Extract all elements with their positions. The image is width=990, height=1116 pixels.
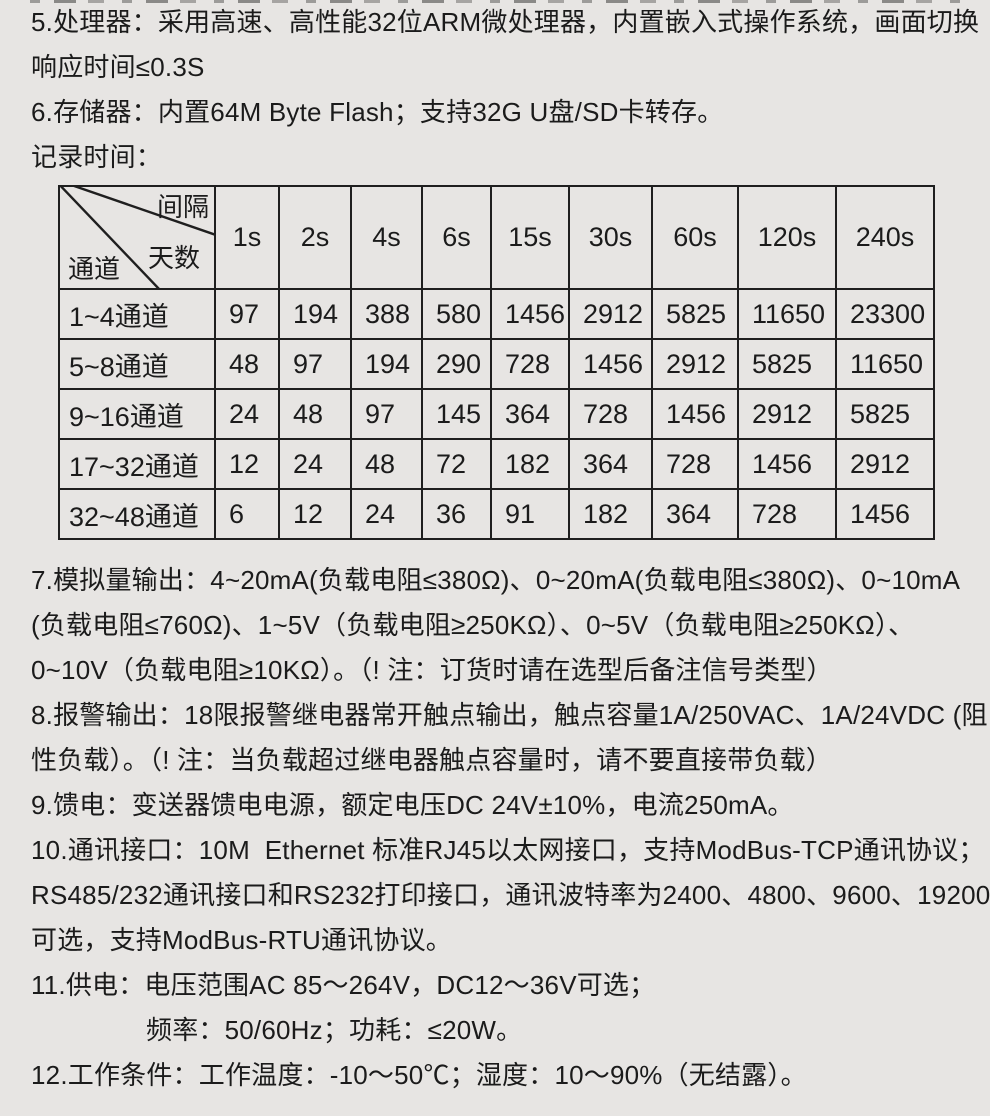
record-days-value: 182 xyxy=(568,488,653,540)
channel-range-label: 32~48通道 xyxy=(58,488,216,540)
table-row: 1~4通道 97 194 388 580 1456 2912 5825 1165… xyxy=(58,288,935,340)
corner-label-channel: 通道 xyxy=(68,254,121,284)
spec-line-working-conditions: 12.工作条件：工作温度：-10～50℃；湿度：10～90%（无结露）。 xyxy=(31,1060,807,1090)
record-days-value: 24 xyxy=(350,488,423,540)
spec-text-bottom: 7.模拟量输出：4~20mA(负载电阻≤380Ω)、0~20mA(负载电阻≤38… xyxy=(31,558,990,1098)
diagonal-divider-lines xyxy=(61,188,213,287)
record-days-value: 728 xyxy=(651,438,739,490)
spec-line-storage: 6.存储器：内置64M Byte Flash；支持32G U盘/SD卡转存。 xyxy=(31,97,724,127)
record-days-value: 194 xyxy=(278,288,352,340)
interval-column-header: 30s xyxy=(568,185,653,290)
table-row: 5~8通道 48 97 194 290 728 1456 2912 5825 1… xyxy=(58,338,935,390)
table-row: 9~16通道 24 48 97 145 364 728 1456 2912 58… xyxy=(58,388,935,440)
interval-column-header: 15s xyxy=(490,185,570,290)
spec-line-feed-power: 9.馈电：变送器馈电电源，额定电压DC 24V±10%，电流250mA。 xyxy=(31,790,794,820)
channel-range-label: 17~32通道 xyxy=(58,438,216,490)
corner-label-days: 天数 xyxy=(148,243,201,273)
record-days-value: 97 xyxy=(214,288,280,340)
record-days-value: 97 xyxy=(350,388,423,440)
record-days-value: 5825 xyxy=(737,338,837,390)
spec-line-processor-cont: 响应时间≤0.3S xyxy=(31,52,205,82)
record-days-value: 1456 xyxy=(568,338,653,390)
record-days-value: 2912 xyxy=(737,388,837,440)
table-row: 17~32通道 12 24 48 72 182 364 728 1456 291… xyxy=(58,438,935,490)
spec-line-analog-output-cont2: 0~10V（负载电阻≥10KΩ）。（! 注：订货时请在选型后备注信号类型） xyxy=(31,655,833,685)
cropped-text-artifact xyxy=(30,0,960,3)
spec-line-comm-interface-cont2: 可选，支持ModBus-RTU通讯协议。 xyxy=(31,925,453,955)
record-days-value: 388 xyxy=(350,288,423,340)
spec-line-record-time-label: 记录时间： xyxy=(31,142,163,172)
record-days-value: 194 xyxy=(350,338,423,390)
record-days-value: 24 xyxy=(214,388,280,440)
spec-line-comm-interface-cont1: RS485/232通讯接口和RS232打印接口，通讯波特率为2400、4800、… xyxy=(31,880,990,910)
record-days-value: 11650 xyxy=(737,288,837,340)
record-days-value: 290 xyxy=(421,338,492,390)
spec-text-top: 5.处理器：采用高速、高性能32位ARM微处理器，内置嵌入式操作系统，画面切换 … xyxy=(31,0,979,180)
record-days-value: 728 xyxy=(490,338,570,390)
record-days-value: 48 xyxy=(214,338,280,390)
record-days-value: 6 xyxy=(214,488,280,540)
record-days-value: 5825 xyxy=(835,388,935,440)
record-days-value: 182 xyxy=(490,438,570,490)
record-days-value: 2912 xyxy=(835,438,935,490)
spec-line-power-supply: 11.供电：电压范围AC 85～264V，DC12～36V可选； xyxy=(31,970,656,1000)
recording-time-table: 间隔 天数 通道 1s 2s 4s 6s 15s 30s 60s 120s 24… xyxy=(58,185,935,540)
record-days-value: 36 xyxy=(421,488,492,540)
record-days-value: 2912 xyxy=(651,338,739,390)
channel-range-label: 1~4通道 xyxy=(58,288,216,340)
record-days-value: 145 xyxy=(421,388,492,440)
record-days-value: 580 xyxy=(421,288,492,340)
interval-column-header: 120s xyxy=(737,185,837,290)
record-days-value: 12 xyxy=(278,488,352,540)
record-days-value: 48 xyxy=(350,438,423,490)
spec-line-analog-output-cont1: (负载电阻≤760Ω)、1~5V（负载电阻≥250KΩ）、0~5V（负载电阻≥2… xyxy=(31,610,915,640)
spec-line-processor: 5.处理器：采用高速、高性能32位ARM微处理器，内置嵌入式操作系统，画面切换 xyxy=(31,7,980,37)
record-days-value: 728 xyxy=(737,488,837,540)
interval-column-header: 2s xyxy=(278,185,352,290)
record-days-value: 1456 xyxy=(490,288,570,340)
table-corner-cell: 间隔 天数 通道 xyxy=(58,185,216,290)
record-days-value: 1456 xyxy=(651,388,739,440)
spec-line-alarm-output: 8.报警输出：18限报警继电器常开触点输出，触点容量1A/250VAC、1A/2… xyxy=(31,700,988,730)
corner-label-interval: 间隔 xyxy=(156,192,209,222)
spec-line-analog-output: 7.模拟量输出：4~20mA(负载电阻≤380Ω)、0~20mA(负载电阻≤38… xyxy=(31,565,961,595)
record-days-value: 364 xyxy=(490,388,570,440)
record-days-value: 91 xyxy=(490,488,570,540)
record-days-value: 11650 xyxy=(835,338,935,390)
record-days-value: 12 xyxy=(214,438,280,490)
table-header-row: 间隔 天数 通道 1s 2s 4s 6s 15s 30s 60s 120s 24… xyxy=(58,185,935,290)
record-days-value: 364 xyxy=(568,438,653,490)
record-days-value: 1456 xyxy=(737,438,837,490)
record-days-value: 2912 xyxy=(568,288,653,340)
interval-column-header: 6s xyxy=(421,185,492,290)
channel-range-label: 9~16通道 xyxy=(58,388,216,440)
record-days-value: 23300 xyxy=(835,288,935,340)
spec-line-power-supply-cont: 频率：50/60Hz；功耗：≤20W。 xyxy=(146,1015,523,1045)
record-days-value: 97 xyxy=(278,338,352,390)
record-days-value: 48 xyxy=(278,388,352,440)
record-days-value: 24 xyxy=(278,438,352,490)
interval-column-header: 240s xyxy=(835,185,935,290)
record-days-value: 5825 xyxy=(651,288,739,340)
spec-line-alarm-output-cont: 性负载）。（! 注：当负载超过继电器触点容量时，请不要直接带负载） xyxy=(31,745,833,775)
interval-column-header: 60s xyxy=(651,185,739,290)
channel-range-label: 5~8通道 xyxy=(58,338,216,390)
record-days-value: 1456 xyxy=(835,488,935,540)
interval-column-header: 1s xyxy=(214,185,280,290)
record-days-value: 364 xyxy=(651,488,739,540)
spec-line-comm-interface: 10.通讯接口：10M Ethernet 标准RJ45以太网接口，支持ModBu… xyxy=(31,835,985,865)
interval-column-header: 4s xyxy=(350,185,423,290)
table-row: 32~48通道 6 12 24 36 91 182 364 728 1456 xyxy=(58,488,935,540)
record-days-value: 728 xyxy=(568,388,653,440)
record-days-value: 72 xyxy=(421,438,492,490)
